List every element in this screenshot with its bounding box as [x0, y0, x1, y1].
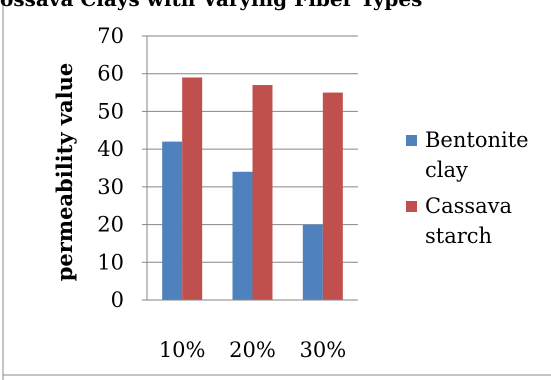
legend-label: clay [425, 158, 468, 182]
legend-swatch [406, 201, 417, 212]
y-tick-label: 0 [111, 288, 124, 312]
legend-label: Bentonite [425, 128, 529, 152]
y-axis-ticks: 0 10 20 30 40 50 60 70 [97, 24, 147, 312]
bar-bentonite [162, 141, 183, 300]
y-tick-label: 50 [97, 99, 124, 123]
y-tick-label: 10 [97, 250, 124, 274]
y-tick-label: 60 [97, 62, 124, 86]
bar-cassava [322, 92, 343, 300]
y-tick-label: 30 [97, 175, 124, 199]
legend: Bentonite clay Cassava starch [406, 128, 529, 248]
x-tick-label: 20% [229, 338, 276, 362]
chart-title: ossava Clays with Varying Fiber Types [0, 0, 422, 11]
bar-cassava [182, 77, 203, 300]
x-axis-ticks: 10% 20% 30% [159, 338, 346, 362]
y-tick-label: 20 [97, 213, 124, 237]
x-tick-label: 10% [159, 338, 206, 362]
legend-swatch [406, 135, 417, 146]
y-tick-label: 40 [97, 137, 124, 161]
legend-label: Cassava [425, 194, 512, 218]
bars [162, 77, 343, 301]
y-axis-label: permeability value [52, 63, 77, 282]
bar-cassava [252, 85, 273, 301]
x-tick-label: 30% [299, 338, 346, 362]
axes [146, 36, 358, 301]
bar-bentonite [232, 171, 253, 300]
bar-bentonite [302, 224, 323, 300]
y-tick-label: 70 [97, 24, 124, 48]
legend-label: starch [425, 224, 492, 248]
